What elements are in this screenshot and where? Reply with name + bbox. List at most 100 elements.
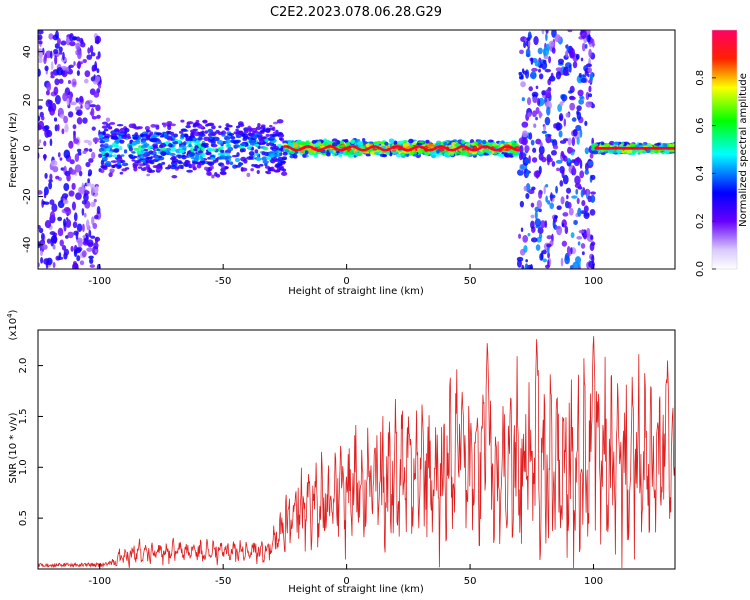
heatmap-cell [75, 111, 82, 116]
heatmap-cell [362, 138, 366, 142]
heatmap-cell [306, 148, 311, 151]
heatmap-cell [61, 128, 65, 135]
heatmap-cell [50, 159, 58, 167]
heatmap-cell [511, 142, 517, 147]
heatmap-cell [197, 131, 203, 136]
heatmap-cell [180, 134, 185, 138]
heatmap-cell [204, 166, 209, 171]
heatmap-cell [91, 151, 96, 160]
heatmap-cell [293, 142, 299, 147]
heatmap-cell [83, 193, 89, 202]
heatmap-cell [545, 33, 548, 42]
spectrogram-y-axis-label: Frequency (Hz) [8, 112, 19, 188]
heatmap-cell [99, 140, 106, 144]
heatmap-cell [660, 151, 665, 155]
heatmap-cell [95, 55, 100, 60]
heatmap-cell [403, 142, 410, 147]
heatmap-cell [121, 135, 128, 140]
x-tick-label: -100 [88, 276, 111, 287]
heatmap-cell [574, 183, 582, 189]
heatmap-cell [177, 160, 182, 164]
heatmap-cell [545, 133, 548, 139]
heatmap-cell [88, 148, 93, 152]
heatmap-cell [524, 263, 529, 269]
heatmap-cell [96, 114, 101, 119]
heatmap-cell [148, 169, 156, 173]
heatmap-cell [273, 146, 279, 150]
figure-title: C2E2.2023.078.06.28.G29 [270, 5, 442, 20]
heatmap-cell [38, 34, 43, 41]
heatmap-cell [589, 209, 596, 216]
heatmap-cell [224, 126, 229, 130]
heatmap-cell [536, 199, 542, 209]
colorbar-tick-label: 0.8 [695, 70, 706, 86]
heatmap-cell [590, 194, 596, 203]
heatmap-cell [545, 30, 549, 34]
heatmap-cell [408, 138, 414, 144]
heatmap-cell [538, 233, 543, 239]
heatmap-cell [88, 158, 94, 163]
heatmap-cell [374, 152, 380, 155]
heatmap-cell [608, 140, 615, 146]
heatmap-cell [258, 163, 264, 167]
heatmap-cell [585, 91, 590, 101]
heatmap-cell [155, 132, 162, 135]
heatmap-cell [588, 33, 591, 41]
heatmap-cell [176, 154, 181, 158]
heatmap-cell [49, 231, 56, 236]
heatmap-cell [198, 125, 204, 129]
heatmap-cell [588, 48, 592, 58]
heatmap-cell [532, 96, 538, 104]
heatmap-cell [257, 123, 261, 128]
heatmap-cell [672, 146, 675, 150]
heatmap-cell [255, 165, 261, 169]
heatmap-cell [101, 165, 108, 169]
x-tick-label: -50 [215, 576, 231, 587]
heatmap-cell [57, 200, 65, 209]
heatmap-cell [95, 104, 101, 112]
heatmap-cell [579, 95, 584, 100]
heatmap-cell [46, 238, 52, 244]
heatmap-cell [133, 147, 140, 151]
heatmap-cell [102, 130, 106, 136]
heatmap-cell [53, 117, 58, 122]
heatmap-cell [38, 139, 42, 144]
spectrogram-heatmap [38, 30, 675, 269]
heatmap-cell [54, 94, 61, 105]
heatmap-cell [500, 140, 505, 144]
heatmap-cell [571, 117, 577, 122]
heatmap-cell [572, 261, 580, 269]
heatmap-cell [69, 159, 75, 165]
heatmap-cell [210, 143, 218, 148]
heatmap-cell [241, 167, 248, 172]
heatmap-cell [518, 233, 522, 239]
heatmap-cell [110, 160, 118, 163]
heatmap-cell [38, 57, 43, 64]
heatmap-cell [250, 127, 258, 133]
heatmap-cell [567, 201, 572, 209]
heatmap-cell [38, 120, 45, 130]
heatmap-cell [611, 150, 618, 154]
heatmap-cell [207, 157, 211, 160]
heatmap-cell [570, 232, 575, 239]
heatmap-cell [73, 61, 76, 66]
heatmap-cell [539, 141, 543, 147]
heatmap-cell [576, 111, 582, 121]
heatmap-cell [173, 133, 179, 138]
heatmap-cell [155, 125, 160, 130]
snr-y-ticks: 0.5 1.0 1.5 2.0 [18, 358, 43, 526]
heatmap-cell [546, 235, 553, 240]
heatmap-cell [579, 170, 585, 179]
heatmap-cell [546, 243, 552, 248]
heatmap-cell [63, 248, 70, 256]
heatmap-cell [59, 157, 63, 161]
heatmap-cell [555, 70, 562, 80]
heatmap-cell [556, 167, 560, 172]
heatmap-cell [548, 40, 555, 47]
heatmap-cell [568, 250, 571, 257]
heatmap-cell [209, 157, 216, 161]
heatmap-cell [518, 152, 523, 161]
heatmap-cell [487, 139, 494, 143]
heatmap-cell [141, 140, 146, 144]
